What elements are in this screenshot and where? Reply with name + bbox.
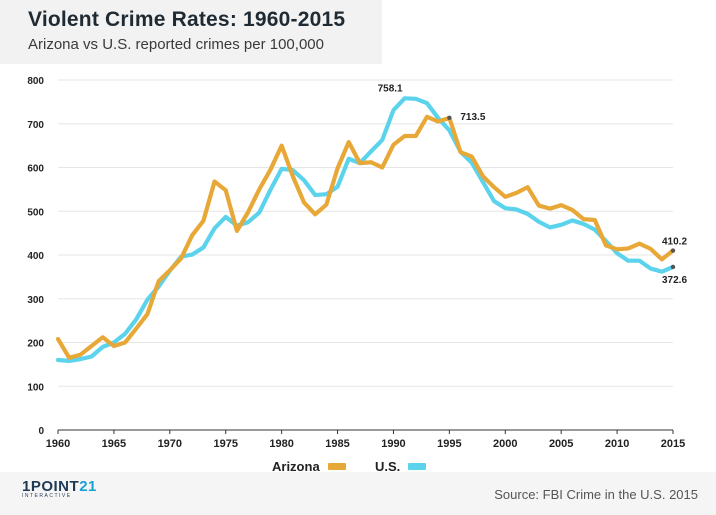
annotation-marker	[670, 264, 676, 270]
legend-label-arizona: Arizona	[272, 458, 320, 474]
legend-label-us: U.S.	[375, 458, 401, 474]
series-line-arizona	[55, 114, 676, 360]
x-tick-label: 1965	[102, 438, 126, 450]
line-chart: 0 100 200 300 400 500 600 700 800 1960 1965 1970 197…	[27, 76, 688, 450]
source-note: Source: FBI Crime in the U.S. 2015	[494, 487, 698, 502]
series-lines	[55, 96, 676, 363]
x-tick-label: 1980	[269, 438, 293, 450]
title-background	[0, 0, 382, 64]
footer	[0, 472, 716, 515]
logo: 1POINT21 INTERACTIVE	[22, 478, 102, 506]
x-tick-label: 1960	[46, 438, 70, 450]
x-tick-label: 2010	[605, 438, 629, 450]
x-tick-label: 1990	[381, 438, 405, 450]
logo-main: 1POINT	[22, 478, 80, 495]
x-tick-label: 1970	[158, 438, 182, 450]
grid-lines	[58, 79, 673, 387]
logo-subtext: INTERACTIVE	[22, 493, 72, 499]
y-tick-label: 700	[27, 120, 44, 131]
legend-swatch-arizona	[327, 462, 346, 470]
header: Violent Crime Rates: 1960-2015 Arizona v…	[0, 0, 716, 64]
data-annotations: 758.1 713.5 410.2 372.6	[378, 83, 688, 286]
legend-us: U.S.	[375, 456, 427, 476]
y-tick-label: 600	[27, 164, 44, 175]
logo-number: 21	[79, 478, 97, 495]
y-tick-label: 0	[38, 426, 44, 437]
x-tick-label: 2000	[493, 438, 517, 450]
y-tick-label: 300	[27, 295, 44, 306]
y-tick-label: 500	[27, 207, 44, 218]
axes: 0 100 200 300 400 500 600 700 800 1960 1965 1970 197…	[27, 76, 685, 450]
x-tick-label: 1985	[325, 438, 349, 450]
chart-title: Violent Crime Rates: 1960-2015	[28, 8, 346, 31]
annotation-marker	[670, 248, 676, 253]
series-line-us	[55, 96, 676, 363]
legend-swatch-us	[408, 462, 427, 470]
x-tick-label: 1995	[437, 438, 461, 450]
annotation-marker	[447, 115, 452, 121]
logo-wordmark: 1POINT21	[22, 478, 102, 495]
x-tick-label: 1975	[213, 438, 237, 450]
y-tick-label: 100	[27, 382, 44, 393]
annotation-label: 758.1	[378, 83, 403, 94]
y-tick-label: 400	[27, 251, 44, 262]
annotation-label: 713.5	[460, 112, 485, 123]
annotation-label: 372.6	[662, 275, 687, 286]
annotation-label: 410.2	[662, 237, 687, 248]
y-tick-label: 800	[27, 76, 44, 87]
legend-arizona: Arizona	[272, 456, 346, 476]
x-tick-label: 2005	[549, 438, 573, 450]
y-tick-label: 200	[27, 339, 44, 350]
chart-subtitle: Arizona vs U.S. reported crimes per 100,…	[28, 36, 324, 53]
x-tick-label: 2015	[661, 438, 685, 450]
